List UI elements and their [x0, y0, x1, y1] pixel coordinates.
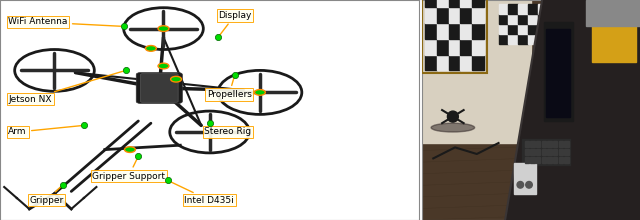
Bar	[528, 34, 538, 44]
Bar	[472, 0, 484, 7]
Bar	[508, 4, 518, 14]
Bar	[518, 14, 528, 24]
Bar	[518, 34, 528, 44]
Bar	[461, 7, 472, 23]
Bar	[522, 139, 570, 165]
Bar	[538, 34, 548, 44]
Bar	[564, 157, 568, 163]
Bar	[472, 39, 484, 55]
Bar	[525, 141, 529, 147]
Bar	[541, 141, 546, 147]
Bar	[564, 149, 568, 155]
Circle shape	[517, 182, 524, 188]
Circle shape	[171, 76, 182, 82]
Bar	[436, 23, 449, 39]
Bar	[531, 157, 534, 163]
Bar	[541, 157, 546, 163]
Bar	[536, 149, 540, 155]
Bar	[461, 23, 472, 39]
Bar	[424, 39, 436, 55]
Bar	[508, 24, 518, 34]
Bar	[449, 23, 461, 39]
Text: Jetson NX: Jetson NX	[8, 71, 123, 103]
Bar	[472, 23, 484, 39]
Bar	[525, 157, 529, 163]
Bar	[528, 14, 538, 24]
Bar	[559, 157, 563, 163]
Bar	[508, 34, 518, 44]
Bar	[518, 4, 528, 14]
Text: Arm: Arm	[8, 126, 81, 136]
Bar	[538, 24, 548, 34]
Bar	[472, 55, 484, 70]
Circle shape	[447, 111, 458, 122]
Bar	[553, 157, 557, 163]
Text: Propellers: Propellers	[207, 77, 252, 99]
Ellipse shape	[431, 123, 475, 132]
Bar	[461, 0, 472, 7]
Bar	[553, 149, 557, 155]
Bar	[559, 149, 563, 155]
Bar	[449, 0, 461, 7]
Bar	[449, 55, 461, 70]
Bar	[547, 149, 552, 155]
Circle shape	[145, 46, 156, 51]
Bar	[586, 0, 640, 26]
Bar	[436, 55, 449, 70]
Bar	[424, 23, 436, 39]
Bar	[538, 14, 548, 24]
Bar	[531, 141, 534, 147]
Bar	[525, 149, 529, 155]
Bar	[536, 141, 540, 147]
Bar	[518, 24, 528, 34]
Bar	[436, 7, 449, 23]
Bar	[461, 55, 472, 70]
Bar	[547, 157, 552, 163]
Bar	[592, 13, 636, 62]
Bar	[547, 141, 552, 147]
Bar	[436, 0, 449, 7]
Circle shape	[158, 26, 169, 31]
Text: Gripper Support: Gripper Support	[92, 159, 165, 180]
Text: Intel D435i: Intel D435i	[170, 182, 234, 205]
Bar	[553, 141, 557, 147]
Bar	[536, 157, 540, 163]
Bar	[499, 24, 508, 34]
Circle shape	[255, 90, 266, 95]
Bar	[449, 7, 461, 23]
Bar	[514, 163, 536, 194]
Text: WiFi Antenna: WiFi Antenna	[8, 18, 121, 26]
Bar	[424, 55, 436, 70]
Bar	[508, 14, 518, 24]
FancyBboxPatch shape	[136, 73, 182, 103]
Bar	[499, 4, 508, 14]
Circle shape	[125, 147, 136, 152]
Bar	[472, 7, 484, 23]
Text: Stereo Rig: Stereo Rig	[204, 123, 252, 136]
Bar	[544, 22, 573, 121]
Bar	[528, 4, 538, 14]
Bar	[559, 141, 563, 147]
Bar	[531, 149, 534, 155]
Bar	[422, 0, 531, 143]
Text: Gripper: Gripper	[29, 187, 63, 205]
Polygon shape	[505, 0, 640, 220]
Circle shape	[526, 182, 532, 188]
Bar	[547, 29, 570, 117]
FancyBboxPatch shape	[140, 74, 178, 102]
Bar	[528, 24, 538, 34]
Bar	[449, 39, 461, 55]
Text: Display: Display	[218, 11, 252, 35]
Bar	[424, 7, 436, 23]
Bar	[564, 141, 568, 147]
Bar	[436, 39, 449, 55]
Bar	[499, 34, 508, 44]
Bar	[499, 14, 508, 24]
Circle shape	[158, 63, 169, 69]
Bar	[424, 0, 436, 7]
Bar	[541, 149, 546, 155]
Bar	[538, 4, 548, 14]
Bar	[461, 39, 472, 55]
